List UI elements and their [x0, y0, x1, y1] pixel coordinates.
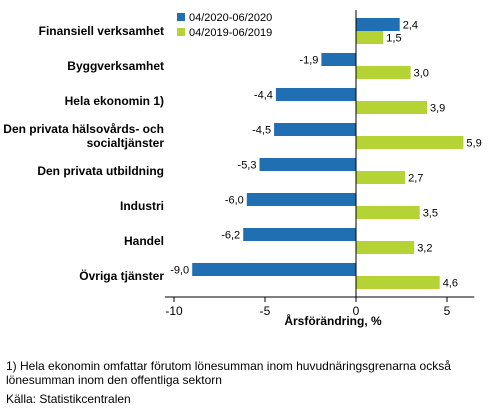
category-label-den-privata-halsovards-och-socialtjanster: Den privata hälsovårds- och socialtjänste… — [3, 122, 164, 150]
category-label-ovriga-tjanster: Övriga tjänster — [79, 268, 164, 283]
value-label-den-privata-utbildning-2020: -5,3 — [238, 160, 257, 172]
bar-industri-2019 — [356, 206, 420, 219]
footnote-line-2: lönesumman inom den offentliga sektorn — [6, 373, 222, 387]
legend-label-2019: 04/2019-06/2019 — [189, 27, 272, 39]
x-tick-label: 0 — [353, 304, 360, 318]
x-axis-title: Årsförändring, % — [284, 313, 382, 328]
value-label-handel-2020: -6,2 — [221, 230, 240, 242]
value-label-byggverksamhet-2020: -1,9 — [299, 55, 318, 67]
category-label-den-privata-utbildning: Den privata utbildning — [37, 164, 164, 178]
bar-den-privata-halsovards-och-socialtjanster-2020 — [274, 123, 356, 136]
value-label-den-privata-halsovards-och-socialtjanster-2020: -4,5 — [252, 125, 271, 137]
category-labels-group: Finansiell verksamhet Byggverksamhet Hela … — [3, 24, 164, 283]
x-ticks-group: -10 -5 0 5 — [165, 297, 451, 318]
value-label-den-privata-utbildning-2019: 2,7 — [408, 173, 423, 185]
bar-handel-2019 — [356, 241, 415, 254]
value-label-handel-2019: 3,2 — [417, 243, 432, 255]
category-label-byggverksamhet: Byggverksamhet — [67, 59, 164, 73]
bar-finansiell-verksamhet-2020 — [356, 18, 400, 31]
value-label-finansiell-verksamhet-2020: 2,4 — [403, 20, 418, 32]
bar-den-privata-utbildning-2019 — [356, 171, 406, 184]
bar-hela-ekonomin-1-2020 — [275, 88, 356, 101]
value-label-den-privata-halsovards-och-socialtjanster-2019: 5,9 — [466, 138, 481, 150]
source-note: Källa: Statistikcentralen — [6, 392, 131, 406]
legend: 04/2020-06/2020 04/2019-06/2019 — [177, 12, 272, 39]
legend-swatch-2020 — [177, 13, 185, 21]
category-label-industri: Industri — [120, 199, 164, 213]
x-tick-label: -5 — [260, 304, 271, 318]
value-label-hela-ekonomin-1-2019: 3,9 — [430, 103, 445, 115]
value-labels-group: 2,41,5 -1,9 3,0 -4,4 3,9 -4,5 5,9 -5,3 2,7 -6,0 3,… — [170, 20, 481, 290]
value-label-byggverksamhet-2019: 3,0 — [414, 68, 429, 80]
legend-label-2020: 04/2020-06/2020 — [189, 12, 272, 24]
bar-den-privata-utbildning-2020 — [259, 158, 356, 171]
category-label-hela-ekonomin-1: Hela ekonomin 1) — [65, 94, 164, 108]
bar-finansiell-verksamhet-2019 — [356, 31, 384, 44]
value-label-ovriga-tjanster-2020: -9,0 — [170, 265, 189, 277]
footnote-line-1: 1) Hela ekonomin omfattar förutom lönesu… — [6, 359, 451, 373]
bar-handel-2020 — [243, 228, 356, 241]
value-label-finansiell-verksamhet-2019: 1,5 — [386, 33, 401, 45]
bar-chart: 04/2020-06/2020 04/2019-06/2019 2,41,5 -1… — [3, 10, 482, 328]
bars-group — [192, 18, 464, 289]
bar-byggverksamhet-2019 — [356, 66, 411, 79]
bar-den-privata-halsovards-och-socialtjanster-2019 — [356, 136, 464, 149]
x-tick-label: 5 — [444, 304, 451, 318]
legend-swatch-2019 — [177, 28, 185, 36]
bar-ovriga-tjanster-2019 — [356, 276, 440, 289]
bar-industri-2020 — [246, 193, 356, 206]
bar-ovriga-tjanster-2020 — [192, 263, 356, 276]
bar-hela-ekonomin-1-2019 — [356, 101, 427, 114]
value-label-industri-2019: 3,5 — [423, 208, 438, 220]
x-tick-label: -10 — [165, 304, 183, 318]
value-label-hela-ekonomin-1-2020: -4,4 — [254, 90, 273, 102]
value-label-industri-2020: -6,0 — [225, 195, 244, 207]
value-label-ovriga-tjanster-2019: 4,6 — [443, 278, 458, 290]
bar-byggverksamhet-2020 — [321, 53, 356, 66]
category-label-finansiell-verksamhet: Finansiell verksamhet — [39, 24, 164, 38]
category-label-handel: Handel — [124, 234, 164, 248]
